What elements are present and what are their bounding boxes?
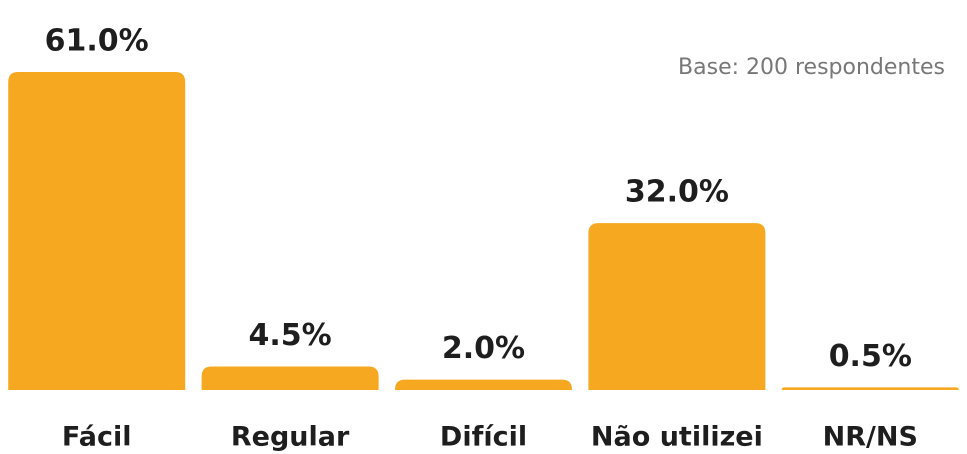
x-tick-label: NR/NS [823, 422, 918, 453]
x-tick-label: Não utilizei [591, 422, 763, 453]
x-tick-label: Difícil [440, 422, 527, 453]
bar [201, 366, 379, 390]
value-label: 4.5% [248, 318, 331, 353]
x-tick-label: Regular [231, 422, 350, 453]
bar [588, 223, 766, 390]
value-label: 32.0% [625, 175, 729, 210]
value-label: 2.0% [442, 331, 525, 366]
bar [781, 387, 959, 390]
value-label: 61.0% [45, 24, 149, 59]
value-label: 0.5% [829, 339, 912, 374]
x-tick-label: Fácil [62, 422, 132, 453]
chart-subtitle: Base: 200 respondentes [678, 55, 945, 80]
bar [8, 72, 186, 390]
bar [395, 379, 572, 390]
